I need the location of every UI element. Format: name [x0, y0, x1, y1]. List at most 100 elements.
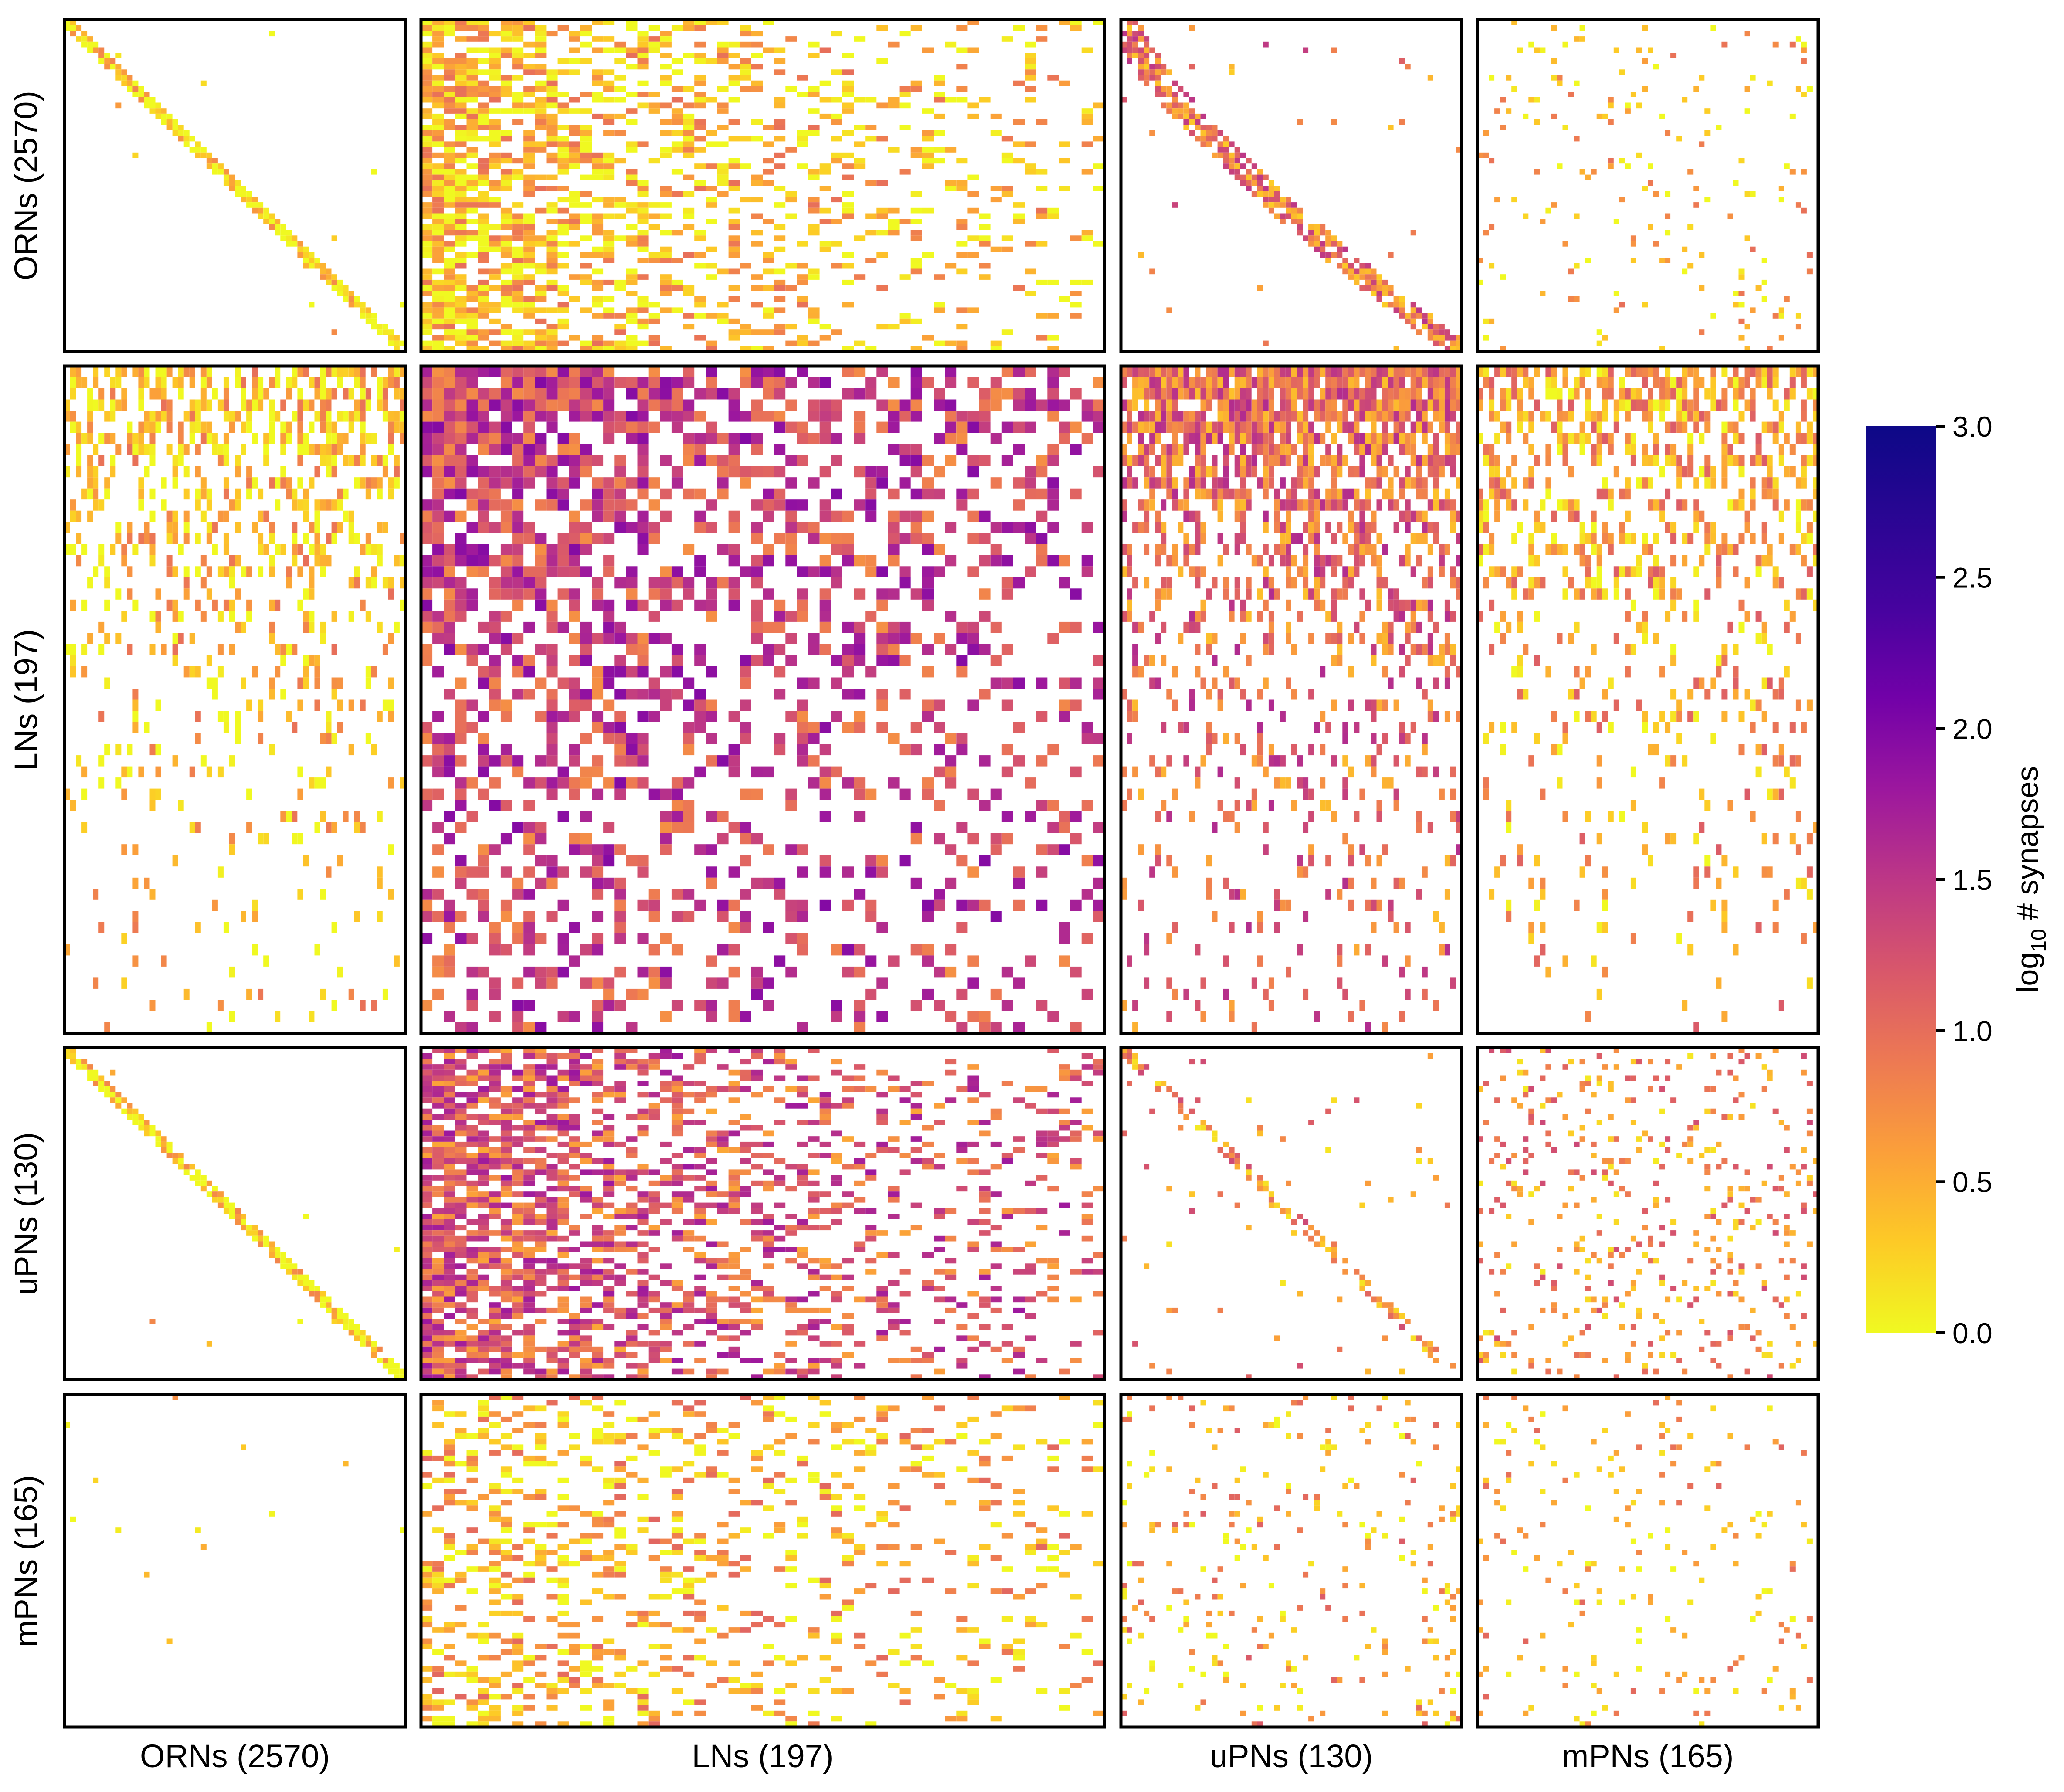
heatmap-cell: [774, 69, 786, 75]
heatmap-cell: [1636, 47, 1642, 53]
heatmap-cell: [785, 36, 797, 42]
heatmap-cell: [1200, 477, 1206, 489]
heatmap-cell: [432, 421, 444, 433]
heatmap-cell: [337, 291, 343, 296]
heatmap-cell: [683, 102, 695, 109]
heatmap-cell: [1200, 611, 1206, 622]
heatmap-cell: [614, 877, 626, 889]
heatmap-cell: [523, 655, 535, 666]
heatmap-cell: [1138, 58, 1144, 64]
heatmap-cell: [797, 933, 808, 944]
heatmap-cell: [104, 433, 110, 444]
heatmap-cell: [854, 388, 866, 400]
heatmap-cell: [1280, 499, 1286, 511]
heatmap-cell: [258, 207, 264, 214]
heatmap-cell: [683, 141, 695, 147]
heatmap-cell: [1331, 235, 1337, 241]
heatmap-cell: [432, 285, 444, 291]
heatmap-cell: [1642, 302, 1648, 308]
heatmap-cell: [774, 119, 786, 125]
heatmap-cell: [785, 197, 797, 203]
heatmap-cell: [1744, 235, 1750, 241]
heatmap-cell: [1540, 291, 1546, 296]
heatmap-cell: [326, 766, 332, 778]
heatmap-cell: [161, 113, 167, 119]
heatmap-cell: [1687, 169, 1694, 175]
heatmap-cell: [876, 213, 888, 219]
heatmap-cell: [1331, 47, 1337, 53]
heatmap-cell: [1257, 186, 1263, 191]
heatmap-cell: [523, 147, 535, 153]
heatmap-cell: [763, 377, 774, 388]
heatmap-cell: [1337, 555, 1343, 567]
heatmap-cell: [326, 279, 332, 285]
heatmap-cell: [763, 268, 774, 275]
heatmap-cell: [968, 833, 979, 845]
heatmap-cell: [1246, 186, 1252, 191]
heatmap-cell: [512, 455, 524, 466]
heatmap-cell: [1234, 366, 1240, 377]
heatmap-cell: [512, 444, 524, 455]
heatmap-cell: [1342, 399, 1348, 411]
heatmap-cell: [580, 777, 592, 789]
heatmap-cell: [580, 141, 592, 147]
heatmap-cell: [309, 444, 315, 455]
heatmap-cell: [774, 102, 786, 109]
heatmap-cell: [637, 207, 649, 214]
heatmap-cell: [489, 466, 501, 478]
heatmap-cell: [569, 108, 580, 114]
heatmap-cell: [592, 788, 604, 800]
heatmap-cell: [1240, 510, 1246, 522]
heatmap-cell: [1229, 488, 1235, 500]
heatmap-cell: [512, 25, 524, 31]
heatmap-cell: [797, 296, 808, 302]
heatmap-cell: [934, 544, 945, 555]
heatmap-cell: [444, 268, 455, 275]
heatmap-cell: [683, 811, 695, 822]
heatmap-cell: [1025, 522, 1036, 533]
heatmap-cell: [286, 421, 292, 433]
heatmap-cell: [831, 1000, 842, 1011]
heatmap-cell: [183, 666, 190, 678]
heatmap-cell: [569, 202, 580, 208]
heatmap-cell: [500, 31, 512, 37]
heatmap-cell: [478, 36, 489, 42]
heatmap-cell: [683, 444, 695, 455]
heatmap-cell: [637, 544, 649, 555]
heatmap-cell: [478, 566, 489, 577]
heatmap-cell: [489, 444, 501, 455]
heatmap-cell: [1562, 125, 1568, 130]
heatmap-cell: [326, 274, 332, 280]
heatmap-cell: [309, 777, 315, 789]
heatmap-cell: [432, 488, 444, 500]
heatmap-cell: [466, 318, 478, 324]
heatmap-cell: [1416, 555, 1422, 567]
heatmap-cell: [1200, 522, 1206, 533]
heatmap-cell: [382, 388, 388, 400]
heatmap-cell: [626, 340, 638, 346]
heatmap-cell: [1059, 399, 1070, 411]
heatmap-cell: [1433, 499, 1439, 511]
heatmap-cell: [523, 86, 535, 92]
heatmap-cell: [523, 263, 535, 269]
heatmap-cell: [500, 399, 512, 411]
heatmap-cell: [1274, 213, 1280, 219]
heatmap-cell: [660, 246, 672, 252]
heatmap-cell: [694, 689, 706, 700]
heatmap-cell: [1047, 366, 1059, 377]
heatmap-cell: [763, 307, 774, 313]
heatmap-cell: [1382, 421, 1388, 433]
heatmap-cell: [348, 455, 354, 466]
heatmap-cell: [1801, 47, 1807, 53]
heatmap-cell: [1410, 302, 1416, 308]
heatmap-cell: [1450, 510, 1456, 522]
heatmap-cell: [1393, 399, 1399, 411]
heatmap-cell: [127, 75, 133, 81]
heatmap-cell: [922, 699, 934, 711]
heatmap-cell: [217, 611, 224, 622]
heatmap-cell: [1001, 966, 1013, 978]
heatmap-cell: [360, 433, 366, 444]
heatmap-cell: [189, 666, 195, 678]
heatmap-cell: [144, 102, 150, 109]
heatmap-cell: [478, 329, 489, 335]
